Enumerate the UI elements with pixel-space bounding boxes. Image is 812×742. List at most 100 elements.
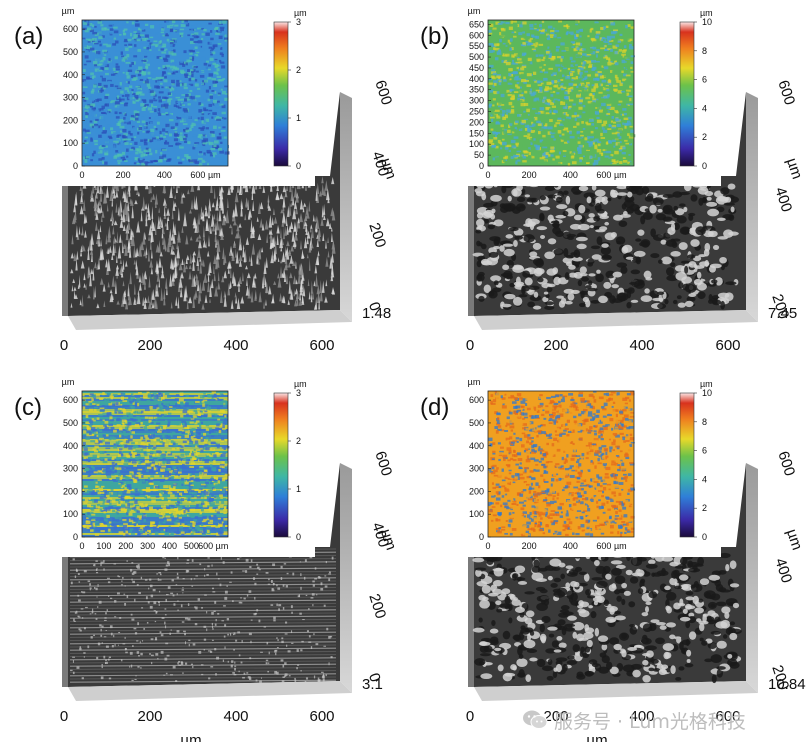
map-x-tick: 400 xyxy=(563,541,578,551)
map-x-tick: 300 xyxy=(140,541,155,551)
map-y-tick: 300 xyxy=(469,464,484,474)
surface-x-unit: µm xyxy=(180,732,201,742)
colorbar-tick: 2 xyxy=(702,132,707,142)
map-y-tick: 300 xyxy=(63,93,78,103)
map-y-unit: µm xyxy=(62,377,75,387)
colorbar-unit: µm xyxy=(700,379,713,389)
map-y-tick: 500 xyxy=(63,418,78,428)
map-y-unit: µm xyxy=(62,6,75,16)
map-x-tick: 200 xyxy=(522,170,537,180)
surface-y-tick: 400 xyxy=(771,185,795,214)
map-y-tick: 0 xyxy=(479,161,484,171)
surface-z-max: 1.48 xyxy=(362,305,391,322)
map-y-tick: 600 xyxy=(63,395,78,405)
panel-figure: 0 200 400 600 0 200 400 600 µm 1.48 0 100 200 300 400 5… xyxy=(0,0,400,354)
map-y-tick: 50 xyxy=(474,150,484,160)
surface-x-tick: 600 xyxy=(309,337,334,354)
surface-y-tick: 600 xyxy=(371,449,395,478)
surface-x-tick: 200 xyxy=(137,708,162,725)
surface-x-tick: 400 xyxy=(629,708,654,725)
map-y-tick: 100 xyxy=(63,138,78,148)
colorbar-tick: 2 xyxy=(296,65,301,75)
surface-y-unit: µm xyxy=(377,156,400,181)
surface-y-tick: 200 xyxy=(768,292,792,321)
surface-x-tick: 400 xyxy=(629,337,654,354)
surface-y-tick: 600 xyxy=(774,78,798,107)
surface-x-tick: 600 xyxy=(309,708,334,725)
map-y-tick: 200 xyxy=(469,117,484,127)
map-x-tick: 100 xyxy=(96,541,111,551)
map-y-tick: 400 xyxy=(63,70,78,80)
map-x-tick: 600 µm xyxy=(596,541,626,551)
colorbar-tick: 1 xyxy=(296,484,301,494)
colorbar-tick: 6 xyxy=(702,446,707,456)
height-map: 0 100 200 300 400 500 600 µm 0 200 400 600 µm xyxy=(62,6,230,180)
colorbar-tick: 2 xyxy=(296,436,301,446)
map-y-tick: 600 xyxy=(469,395,484,405)
surface-y-tick: 600 xyxy=(371,78,395,107)
surface-y-tick: 200 xyxy=(365,592,389,621)
surface-3d xyxy=(468,463,758,701)
map-y-tick: 200 xyxy=(469,486,484,496)
map-y-tick: 500 xyxy=(63,47,78,57)
map-y-tick: 400 xyxy=(469,74,484,84)
map-y-tick: 650 xyxy=(469,19,484,29)
map-x-tick: 0 xyxy=(485,541,490,551)
map-y-tick: 300 xyxy=(469,96,484,106)
panel-b: 0 200 400 600 200 400 600 µm 7.45 0 50 100 150 200 250… xyxy=(406,0,812,371)
map-y-tick: 100 xyxy=(63,509,78,519)
surface-y-tick: 400 xyxy=(368,149,392,178)
surface-y-tick: 400 xyxy=(368,520,392,549)
surface-x-tick: 400 xyxy=(223,337,248,354)
surface-y-tick: 200 xyxy=(768,663,792,692)
colorbar-tick: 0 xyxy=(702,532,707,542)
map-x-tick: 200 xyxy=(116,170,131,180)
map-y-unit: µm xyxy=(468,6,481,16)
map-x-tick: 600 µm xyxy=(198,541,228,551)
panel-d: 0 200 400 600 200 400 600 µm 10.84 µm 0 100 200 300 40… xyxy=(406,371,812,742)
colorbar-unit: µm xyxy=(294,8,307,18)
map-x-tick: 200 xyxy=(118,541,133,551)
colorbar-unit: µm xyxy=(294,379,307,389)
colorbar-tick: 2 xyxy=(702,503,707,513)
map-y-tick: 100 xyxy=(469,139,484,149)
colorbar-tick: 8 xyxy=(702,46,707,56)
map-y-tick: 350 xyxy=(469,85,484,95)
surface-3d xyxy=(62,463,352,701)
map-y-tick: 0 xyxy=(479,532,484,542)
surface-x-tick: 200 xyxy=(137,337,162,354)
colorbar-tick: 8 xyxy=(702,417,707,427)
surface-x-tick: 600 xyxy=(715,708,740,725)
surface-x-tick: 0 xyxy=(60,708,68,725)
map-y-tick: 250 xyxy=(469,107,484,117)
wechat-icon xyxy=(522,709,548,731)
colorbar-tick: 1 xyxy=(296,113,301,123)
map-x-tick: 400 xyxy=(157,170,172,180)
surface-3d xyxy=(62,92,352,330)
panel-label: (a) xyxy=(14,23,43,50)
colorbar-unit: µm xyxy=(700,8,713,18)
map-x-tick: 200 xyxy=(522,541,537,551)
surface-x-tick: 200 xyxy=(543,337,568,354)
surface-y-unit: µm xyxy=(377,527,400,552)
map-x-tick: 0 xyxy=(79,541,84,551)
panel-label: (d) xyxy=(420,394,449,421)
map-y-tick: 400 xyxy=(469,441,484,451)
map-x-tick: 0 xyxy=(79,170,84,180)
panel-label: (c) xyxy=(14,394,42,421)
watermark-text: 服务号 · Lum光格科技 xyxy=(554,710,746,733)
panel-a: 0 200 400 600 0 200 400 600 µm 1.48 0 100 200 300 400 5… xyxy=(0,0,406,371)
map-x-tick: 600 µm xyxy=(596,170,626,180)
surface-y-unit: µm xyxy=(783,156,806,181)
map-y-tick: 450 xyxy=(469,63,484,73)
colorbar: 0 1 2 3µm xyxy=(273,8,307,171)
map-y-tick: 500 xyxy=(469,52,484,62)
surface-z-max: 10.84 xyxy=(768,676,806,693)
colorbar-tick: 0 xyxy=(296,532,301,542)
surface-y-tick: 600 xyxy=(774,449,798,478)
colorbar-tick: 3 xyxy=(296,17,301,27)
map-x-tick: 400 xyxy=(162,541,177,551)
map-x-tick: 500 xyxy=(184,541,199,551)
colorbar-tick: 0 xyxy=(702,161,707,171)
